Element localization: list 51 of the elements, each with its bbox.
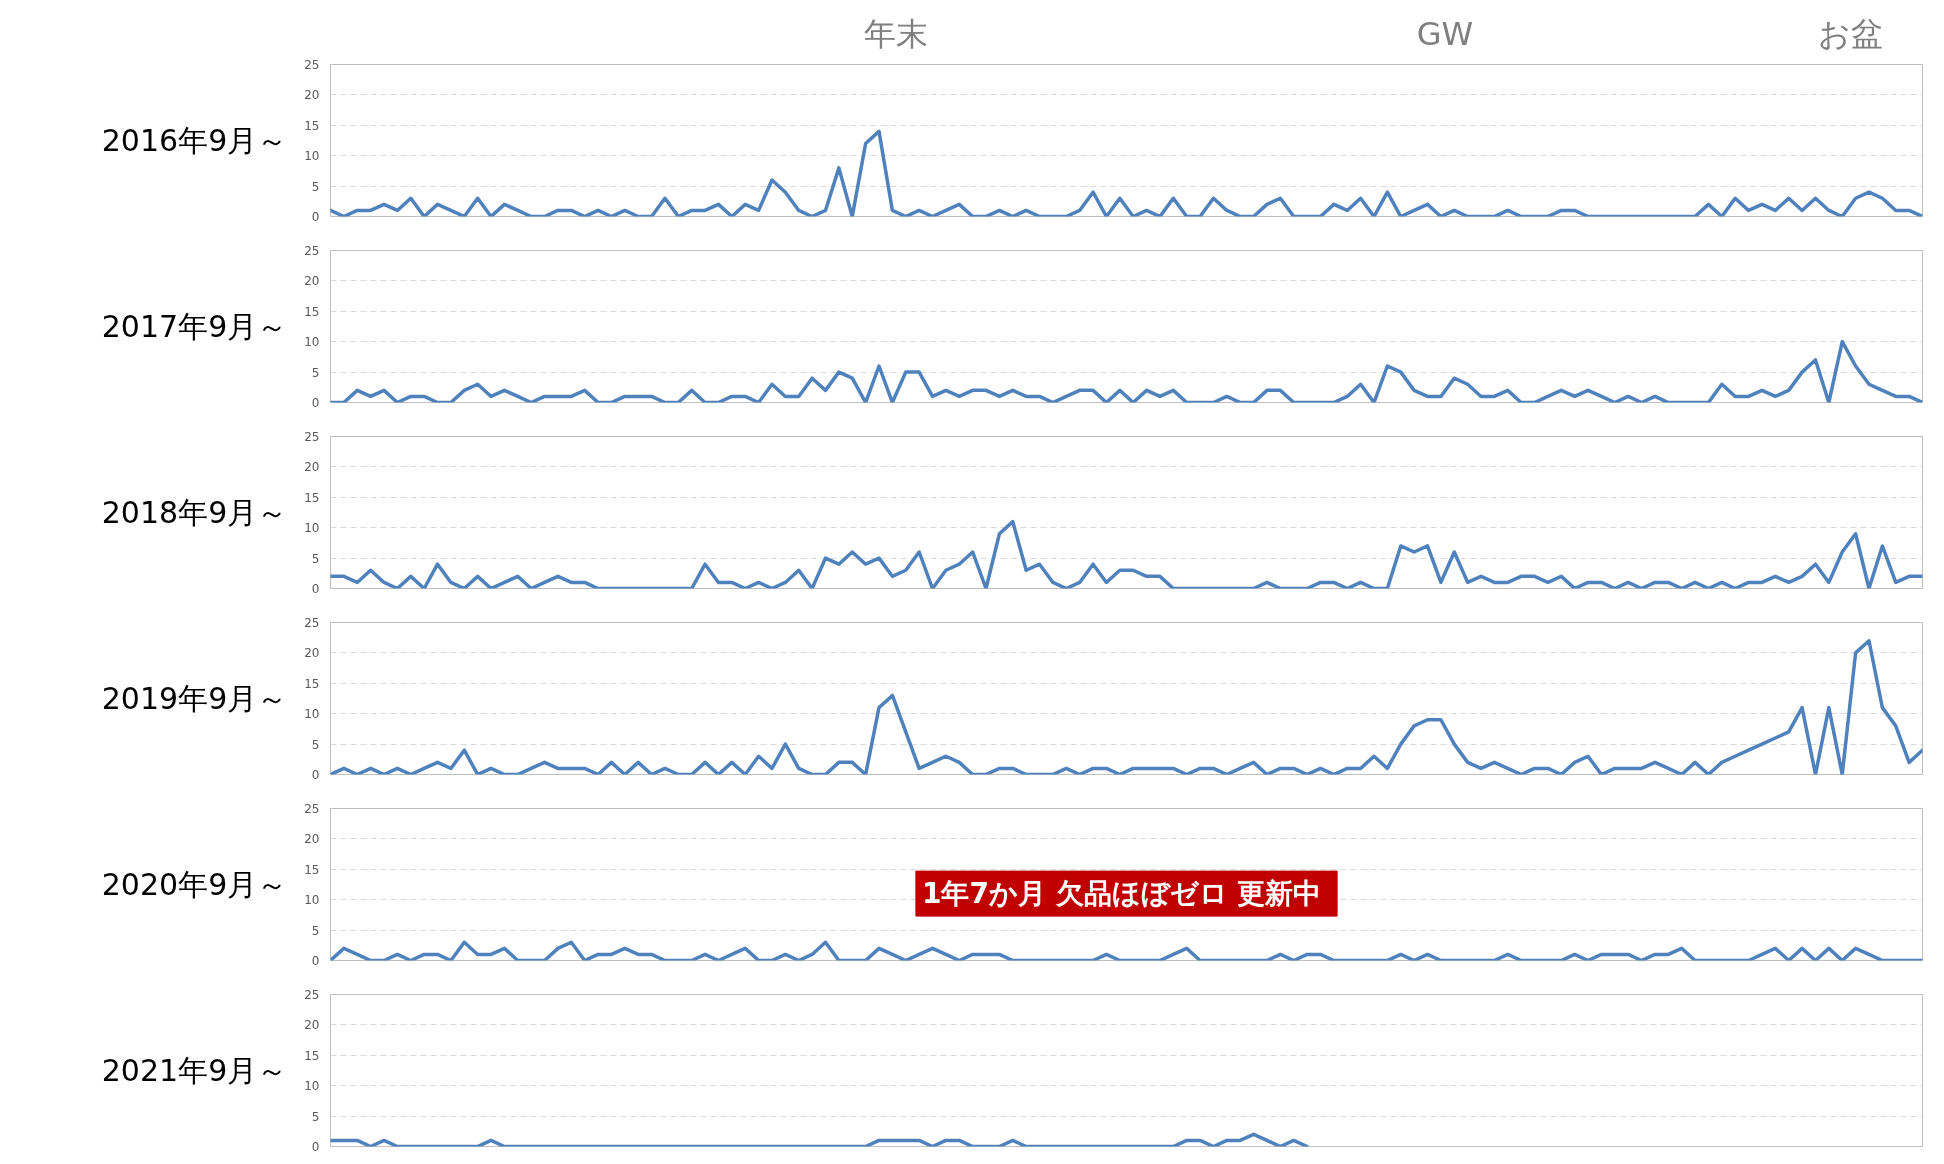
y-tick-label: 5 — [311, 179, 320, 194]
y-tick-label: 10 — [304, 521, 320, 536]
y-tick-label: 5 — [311, 1109, 320, 1124]
line-series — [330, 519, 1923, 589]
text: GW — [1416, 14, 1474, 53]
y-tick-label: 15 — [304, 1048, 320, 1063]
y-tick-label: 15 — [304, 676, 320, 691]
y-tick-label: 10 — [304, 149, 320, 164]
text: 2019年9月～ — [101, 681, 288, 716]
y-tick-label: 10 — [304, 335, 320, 350]
text: お盆 — [1818, 14, 1884, 53]
y-tick-label: 0 — [311, 582, 320, 596]
y-tick-label: 25 — [304, 58, 320, 72]
y-tick-label: 5 — [311, 737, 320, 752]
y-tick-label: 0 — [311, 768, 320, 782]
line-series — [330, 940, 1923, 961]
text: 2021年9月～ — [101, 1053, 288, 1088]
y-tick-label: 0 — [311, 1140, 320, 1154]
y-tick-label: 25 — [304, 616, 320, 630]
y-tick-label: 10 — [304, 1079, 320, 1094]
y-tick-label: 15 — [304, 490, 320, 505]
text: 2016年9月～ — [101, 123, 288, 158]
y-tick-label: 0 — [311, 954, 320, 968]
y-tick-label: 5 — [311, 551, 320, 566]
y-tick-label: 20 — [304, 460, 320, 475]
line-series — [330, 129, 1923, 217]
y-tick-label: 10 — [304, 893, 320, 908]
y-tick-label: 15 — [304, 304, 320, 319]
y-tick-label: 20 — [304, 832, 320, 847]
y-tick-label: 25 — [304, 988, 320, 1002]
y-tick-label: 20 — [304, 646, 320, 661]
y-tick-label: 15 — [304, 862, 320, 877]
y-tick-label: 5 — [311, 365, 320, 380]
text: 2017年9月～ — [101, 309, 288, 344]
line-series — [330, 638, 1923, 775]
y-tick-label: 25 — [304, 244, 320, 258]
text: 2018年9月～ — [101, 495, 288, 530]
y-tick-label: 15 — [304, 118, 320, 133]
y-tick-label: 10 — [304, 707, 320, 722]
y-tick-label: 20 — [304, 88, 320, 103]
y-tick-label: 0 — [311, 210, 320, 224]
y-tick-label: 20 — [304, 274, 320, 289]
y-tick-label: 0 — [311, 396, 320, 410]
y-tick-label: 25 — [304, 430, 320, 444]
annotation: 1年7か月 欠品ほぼゼロ 更新中 — [921, 877, 1322, 911]
line-series — [330, 339, 1923, 403]
y-tick-label: 20 — [304, 1018, 320, 1033]
text: 2020年9月～ — [101, 867, 288, 902]
text: 年末 — [863, 14, 928, 53]
y-tick-label: 5 — [311, 923, 320, 938]
y-tick-label: 25 — [304, 802, 320, 816]
